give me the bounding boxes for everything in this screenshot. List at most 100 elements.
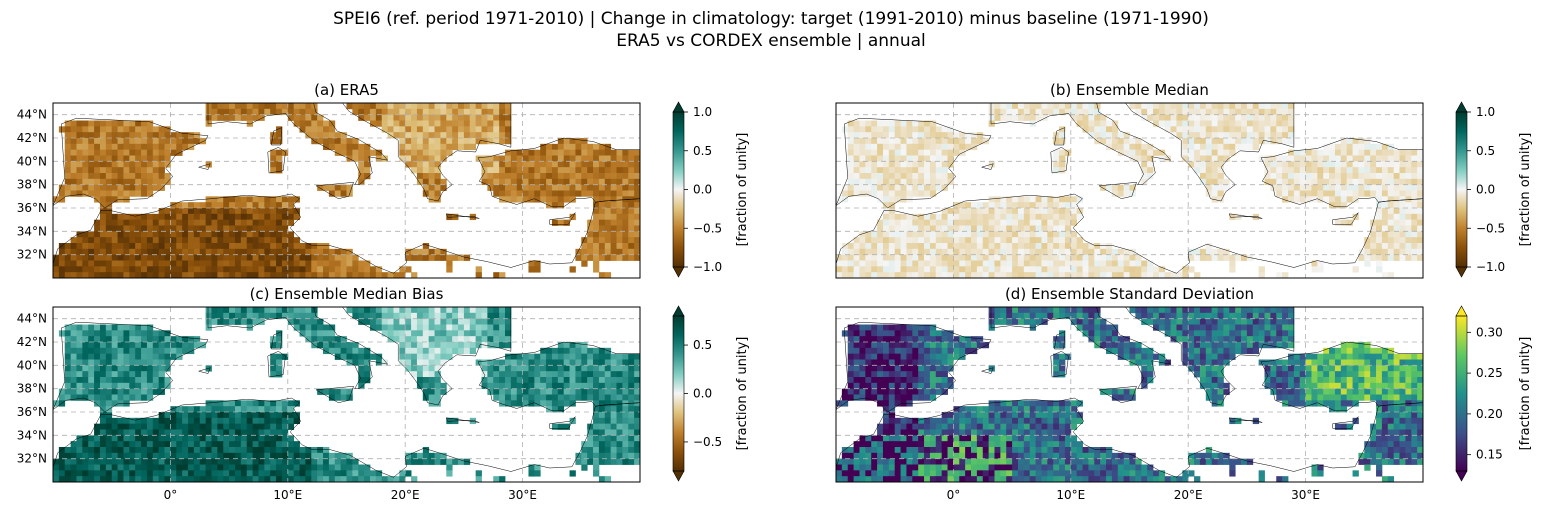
heatmap-cell [164, 237, 171, 244]
heatmap-cell [1194, 254, 1201, 261]
heatmap-cell [369, 324, 377, 331]
heatmap-cell [924, 178, 931, 186]
heatmap-cell [287, 400, 295, 407]
heatmap-cell [563, 347, 570, 355]
heatmap-cell [1152, 108, 1160, 116]
heatmap-cell [1282, 108, 1289, 116]
heatmap-cell [82, 382, 89, 390]
heatmap-cell [1229, 108, 1236, 116]
heatmap-cell [546, 155, 553, 162]
heatmap-cell [1000, 318, 1007, 325]
heatmap-cell [440, 178, 447, 186]
heatmap-cell [1106, 248, 1113, 256]
heatmap-cell [522, 161, 529, 168]
coastline [330, 307, 512, 406]
heatmap-cell [1129, 143, 1136, 151]
heatmap-cell [610, 388, 617, 395]
heatmap-cell [111, 435, 118, 442]
heatmap-cell [510, 155, 518, 162]
heatmap-cell [64, 347, 72, 355]
heatmap-cell [422, 318, 430, 325]
heatmap-cell [877, 173, 884, 180]
heatmap-cell [76, 178, 83, 186]
heatmap-cell [1123, 190, 1130, 197]
heatmap-cell [276, 452, 283, 460]
heatmap-cell [469, 330, 477, 337]
heatmap-cell [622, 149, 629, 156]
heatmap-cell [499, 138, 506, 145]
heatmap-cell [1381, 254, 1389, 261]
heatmap-cell [217, 452, 224, 460]
heatmap-cell [1141, 167, 1148, 174]
heatmap-cell [217, 237, 224, 244]
heatmap-cell [493, 173, 500, 180]
heatmap-cell [929, 260, 937, 267]
coastline [53, 321, 209, 413]
heatmap-cell [581, 371, 588, 378]
heatmap-cell [88, 260, 95, 267]
heatmap-cell [111, 219, 118, 226]
heatmap-cell [317, 342, 324, 349]
heatmap-cell [334, 342, 342, 349]
heatmap-cell [299, 470, 306, 477]
heatmap-cell [988, 219, 995, 226]
heatmap-cell [346, 103, 353, 110]
heatmap-cell [475, 120, 482, 127]
heatmap-cell [217, 243, 224, 250]
heatmap-cell [894, 231, 901, 238]
heatmap-cell [1041, 248, 1048, 256]
heatmap-cell [1170, 318, 1177, 325]
heatmap-cell [1329, 173, 1336, 180]
heatmap-cell [234, 219, 242, 226]
heatmap-cell [352, 458, 359, 465]
heatmap-cell [598, 173, 606, 180]
heatmap-cell [563, 143, 570, 151]
heatmap-cell [1129, 103, 1136, 110]
heatmap-cell [1270, 312, 1277, 320]
heatmap-cell [1323, 149, 1330, 156]
heatmap-cell [1041, 243, 1048, 250]
heatmap-cell [393, 272, 400, 278]
heatmap-cell [1064, 312, 1072, 320]
heatmap-cell [88, 149, 95, 156]
heatmap-cell [622, 161, 629, 168]
heatmap-cell [610, 452, 617, 460]
heatmap-cell [616, 231, 623, 238]
heatmap-cell [328, 476, 336, 482]
heatmap-cell [234, 260, 242, 267]
heatmap-cell [598, 406, 606, 413]
heatmap-cell [841, 243, 849, 250]
heatmap-cell [123, 213, 130, 221]
heatmap-cell [99, 476, 107, 482]
heatmap-cell [587, 353, 594, 360]
heatmap-cell [894, 225, 901, 232]
heatmap-cell [1293, 184, 1301, 191]
heatmap-cell [234, 237, 242, 244]
heatmap-cell [246, 417, 253, 425]
coastline [267, 351, 286, 378]
heatmap-cell [188, 336, 195, 343]
heatmap-cell [82, 272, 89, 278]
heatmap-cell [836, 272, 843, 278]
heatmap-cell [234, 312, 242, 320]
heatmap-cell [146, 447, 154, 454]
heatmap-cell [836, 260, 843, 267]
heatmap-cell [416, 126, 424, 133]
heatmap-cell [1381, 213, 1389, 221]
heatmap-cell [475, 307, 482, 314]
heatmap-cell [634, 458, 640, 465]
heatmap-cell [105, 184, 113, 191]
heatmap-cell [82, 365, 89, 372]
heatmap-cell [1317, 260, 1324, 267]
heatmap-cell [1358, 149, 1365, 156]
heatmap-cell [293, 400, 300, 407]
heatmap-cell [334, 149, 342, 156]
heatmap-cell [158, 208, 165, 215]
heatmap-cell [416, 324, 424, 331]
heatmap-cell [252, 225, 259, 232]
heatmap-cell [622, 441, 629, 448]
heatmap-cell [99, 266, 107, 273]
heatmap-cell [293, 412, 300, 419]
heatmap-cell [264, 266, 271, 273]
heatmap-cell [358, 476, 365, 482]
